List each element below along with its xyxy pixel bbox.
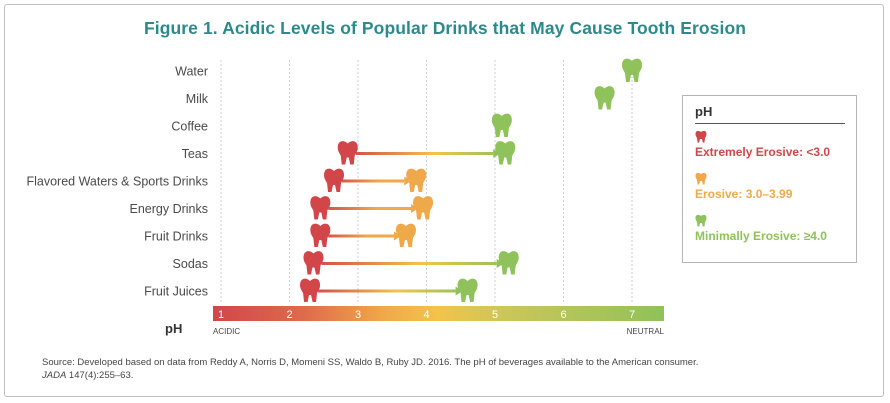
- source-citation: 147(4):255–63.: [66, 370, 134, 381]
- tooth-marker: [310, 223, 331, 247]
- category-label: Teas: [182, 147, 208, 161]
- range-arrow-shaft: [318, 289, 456, 293]
- tooth-icon: [695, 172, 707, 185]
- legend-title: pH: [695, 104, 713, 119]
- source-line: Source: Developed based on data from Red…: [42, 357, 699, 368]
- tooth-marker: [303, 251, 324, 275]
- tooth-marker: [491, 113, 512, 137]
- legend-item-erosive: Erosive: 3.0–3.99: [695, 172, 792, 201]
- tooth-marker: [495, 141, 516, 165]
- tooth-marker: [300, 278, 321, 302]
- tooth-marker: [413, 196, 434, 220]
- legend-divider: [695, 123, 845, 124]
- range-arrow-head: [496, 259, 504, 268]
- x-tick-label: 5: [492, 309, 498, 321]
- category-label: Fruit Juices: [144, 285, 208, 299]
- range-arrow-head: [455, 286, 463, 296]
- source-note: Source: Developed based on data from Red…: [42, 356, 842, 382]
- x-tick-label: 4: [423, 309, 429, 321]
- tooth-marker: [406, 168, 427, 192]
- range-arrow-head: [393, 231, 401, 241]
- legend-label-erosive: Erosive: 3.0–3.99: [695, 187, 793, 201]
- range-arrow-shaft: [342, 179, 405, 183]
- range-arrow-head: [404, 176, 412, 186]
- tooth-marker: [337, 141, 358, 165]
- tooth-marker: [594, 86, 615, 110]
- range-arrow-shaft: [321, 262, 497, 265]
- neutral-label: NEUTRAL: [627, 327, 665, 336]
- acidic-label: ACIDIC: [213, 327, 240, 336]
- source-journal: JADA: [42, 370, 67, 381]
- tooth-marker: [622, 58, 642, 82]
- ph-scale-bar: [213, 306, 664, 321]
- x-tick-label: 2: [286, 309, 292, 321]
- category-label: Water: [175, 65, 208, 79]
- chart-title: Figure 1. Acidic Levels of Popular Drink…: [143, 18, 747, 38]
- legend-label-extreme: Extremely Erosive: <3.0: [695, 145, 831, 159]
- range-arrow-head: [411, 204, 419, 213]
- category-label: Fruit Drinks: [144, 230, 208, 244]
- range-arrow-shaft: [328, 207, 412, 210]
- tooth-marker: [324, 168, 345, 192]
- x-tick-label: 3: [355, 309, 361, 321]
- legend-item-extreme: Extremely Erosive: <3.0: [695, 130, 830, 159]
- category-label: Energy Drinks: [130, 202, 209, 216]
- x-axis-label: pH: [165, 321, 182, 336]
- tooth-icon: [695, 130, 707, 143]
- category-label: Coffee: [171, 120, 208, 134]
- tooth-marker: [457, 278, 478, 302]
- range-arrow-shaft: [328, 234, 394, 238]
- legend-item-minimal: Minimally Erosive: ≥4.0: [695, 214, 827, 243]
- chart-area: Water Milk Coffee Teas Flavored Waters & Spo…: [26, 58, 665, 336]
- x-tick-label: 6: [560, 309, 566, 321]
- legend-label-minimal: Minimally Erosive: ≥4.0: [695, 229, 827, 243]
- category-label: Sodas: [173, 257, 208, 271]
- tooth-marker: [498, 251, 519, 275]
- tooth-marker: [310, 196, 331, 220]
- category-label: Flavored Waters & Sports Drinks: [26, 175, 208, 189]
- legend: pH Extremely Erosive: <3.0 Erosive: 3.0–…: [682, 95, 857, 263]
- tooth-icon: [695, 214, 707, 227]
- tooth-marker: [395, 223, 416, 247]
- range-arrow-head: [493, 149, 501, 158]
- x-tick-label: 1: [218, 309, 224, 321]
- x-tick-label: 7: [629, 309, 635, 321]
- range-arrow-shaft: [355, 152, 494, 155]
- category-label: Milk: [186, 92, 209, 106]
